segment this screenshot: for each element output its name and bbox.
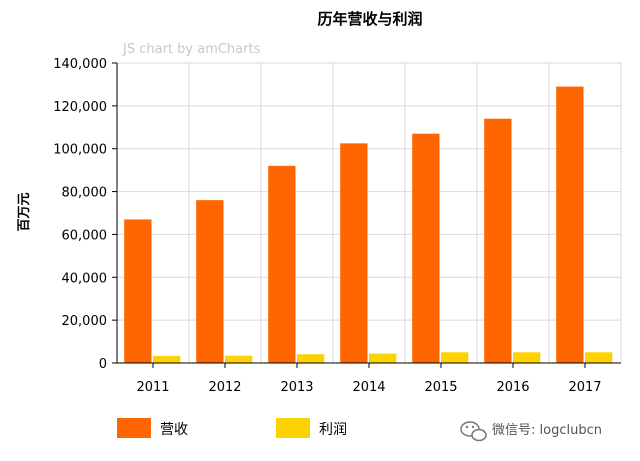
bar-revenue-2011[interactable] [124,219,152,363]
y-tick-label: 60,000 [62,228,108,243]
x-tick-label: 2011 [136,380,169,395]
bar-profit-2011[interactable] [153,355,181,363]
y-tick-label: 80,000 [62,186,108,201]
legend-label-revenue: 营收 [160,422,188,438]
watermark-text: 微信号: logclubcn [492,423,602,438]
legend-label-profit: 利润 [319,422,347,438]
x-tick-label: 2015 [424,380,457,395]
y-tick-label: 120,000 [53,100,107,115]
legend: 营收 利润 [117,418,347,438]
bar-revenue-2017[interactable] [556,86,584,364]
x-axis-ticks: 2011 2012 2013 2014 2015 2016 2017 [136,363,602,395]
y-tick-label: 20,000 [62,314,108,329]
bar-profit-2016[interactable] [513,352,541,363]
x-tick-label: 2014 [352,380,385,395]
y-tick-label: 100,000 [53,143,107,158]
bar-profit-2013[interactable] [297,354,325,363]
x-tick-label: 2016 [496,380,529,395]
gridlines [117,62,622,363]
watermark: 微信号: logclubcn [460,421,602,442]
amcharts-credit-link[interactable]: JS chart by amCharts [122,42,261,57]
bars [124,86,613,364]
bar-profit-2014[interactable] [369,353,397,363]
y-tick-label: 140,000 [53,57,107,72]
legend-item-revenue[interactable]: 营收 [117,418,188,438]
x-tick-label: 2013 [280,380,313,395]
legend-item-profit[interactable]: 利润 [276,418,347,438]
legend-swatch-profit [276,418,310,438]
y-tick-label: 40,000 [62,271,108,286]
bar-revenue-2015[interactable] [412,133,440,363]
bar-revenue-2012[interactable] [196,200,224,363]
wechat-icon [460,421,487,442]
y-axis-label: 百万元 [17,192,32,231]
y-axis-ticks: 0 20,000 40,000 60,000 80,000 100,000 120,000 1… [53,57,117,372]
bar-profit-2012[interactable] [225,355,253,363]
legend-swatch-revenue [117,418,151,438]
x-tick-label: 2012 [208,380,241,395]
bar-revenue-2013[interactable] [268,165,296,363]
x-tick-label: 2017 [568,380,601,395]
y-tick-label: 0 [99,357,107,372]
bar-revenue-2014[interactable] [340,143,368,363]
bar-profit-2017[interactable] [585,352,613,363]
bar-profit-2015[interactable] [441,352,469,363]
bar-revenue-2016[interactable] [484,118,512,363]
chart-title: 历年营收与利润 [317,10,422,28]
